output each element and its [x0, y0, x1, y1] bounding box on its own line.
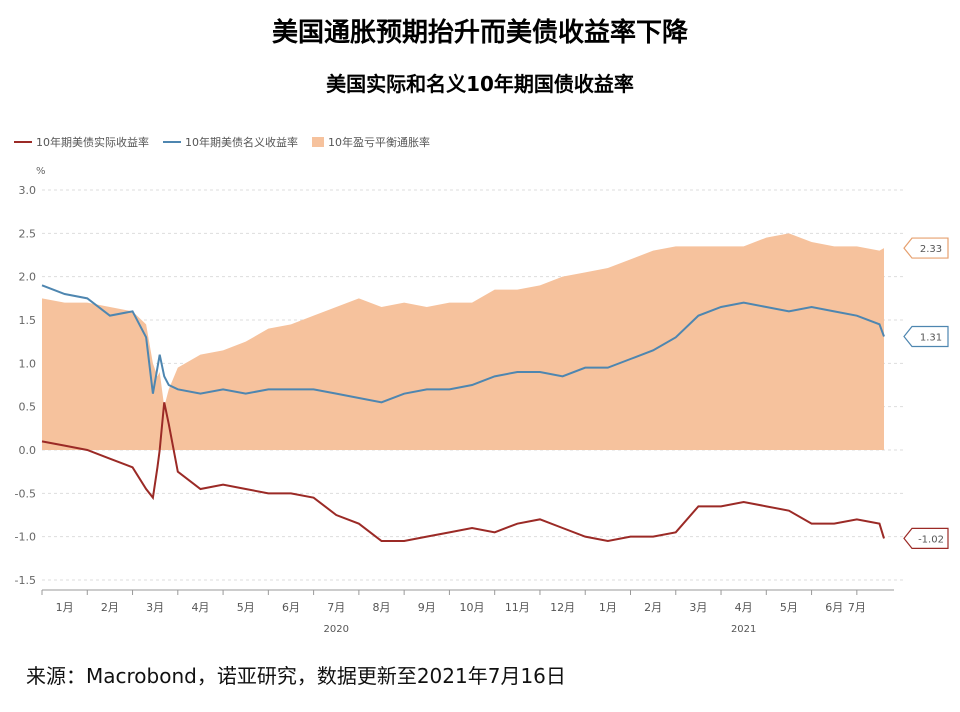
x-tick-label: 3月: [146, 601, 164, 614]
end-value-tag-shape: [903, 527, 949, 549]
x-tick-label: 1月: [56, 601, 74, 614]
y-tick-label: -1.0: [15, 531, 36, 544]
y-tick-label: 0.0: [19, 444, 37, 457]
chart-plot: 3.0 2.5 2.0 1.5 1.0 0.5 0.0 -0.5 -1.0 -1.5% 1月 2月 3月…: [15, 166, 949, 635]
end-value-tag: 2.33: [903, 237, 949, 259]
legend-item-nominal: 10年期美债名义收益率: [163, 134, 298, 150]
y-tick-label: 1.5: [19, 314, 37, 327]
x-tick-label: 2月: [644, 601, 662, 614]
legend-label-nominal: 10年期美债名义收益率: [185, 136, 298, 149]
y-tick-label: 2.0: [19, 271, 37, 284]
x-tick-label: 6月: [825, 601, 843, 614]
x-tick-label: 3月: [689, 601, 707, 614]
chart-title: 美国通胀预期抬升而美债收益率下降: [271, 18, 688, 48]
y-tick-label: 1.0: [19, 357, 37, 370]
x-tick-label: 6月: [282, 601, 300, 614]
x-tick-label: 10月: [460, 601, 485, 614]
year-label-2020: 2020: [324, 624, 349, 635]
x-tick-label: 4月: [735, 601, 753, 614]
x-tick-label: 7月: [327, 601, 345, 614]
end-value-tag-shape: [903, 325, 949, 348]
end-value-tag: 1.31: [903, 325, 949, 348]
x-tick-label: 11月: [505, 601, 530, 614]
series-area-breakeven: [42, 233, 884, 450]
source-note: 来源：Macrobond，诺亚研究，数据更新至2021年7月16日: [26, 664, 566, 688]
y-tick-label: 2.5: [19, 227, 37, 240]
x-tick-label: 9月: [418, 601, 436, 614]
legend-label-breakeven: 10年盈亏平衡通胀率: [328, 136, 430, 149]
y-axis-unit: %: [36, 166, 46, 177]
y-tick-label: -1.5: [15, 574, 36, 587]
end-value-label: -1.02: [918, 534, 944, 545]
legend-swatch-real: [14, 141, 32, 143]
legend-item-breakeven: 10年盈亏平衡通胀率: [312, 134, 430, 150]
year-label-2021: 2021: [731, 624, 756, 635]
series-line-real: [41, 402, 885, 543]
chart-subtitle: 美国实际和名义10年期国债收益率: [326, 72, 634, 96]
x-tick-label: 8月: [373, 601, 391, 614]
x-tick-label: 4月: [191, 601, 209, 614]
legend: 10年期美债实际收益率 10年期美债名义收益率 10年盈亏平衡通胀率: [14, 134, 430, 150]
y-tick-label: 3.0: [19, 184, 37, 197]
legend-item-real: 10年期美债实际收益率: [14, 134, 149, 150]
x-tick-label: 1月: [599, 601, 617, 614]
series-line-nominal: [41, 284, 885, 404]
legend-label-real: 10年期美债实际收益率: [36, 136, 149, 149]
end-value-label: 2.33: [920, 244, 942, 255]
end-value-tag: -1.02: [903, 527, 949, 549]
x-tick-label: 5月: [237, 601, 255, 614]
x-tick-label: 5月: [780, 601, 798, 614]
x-tick-label: 7月: [848, 601, 866, 614]
end-value-tag-shape: [903, 237, 949, 259]
x-tick-label: 12月: [550, 601, 575, 614]
end-value-label: 1.31: [920, 332, 942, 343]
y-tick-label: -0.5: [15, 487, 36, 500]
x-tick-label: 2月: [101, 601, 119, 614]
y-tick-label: 0.5: [19, 401, 37, 414]
legend-swatch-nominal: [163, 141, 181, 143]
legend-swatch-breakeven: [312, 137, 324, 147]
